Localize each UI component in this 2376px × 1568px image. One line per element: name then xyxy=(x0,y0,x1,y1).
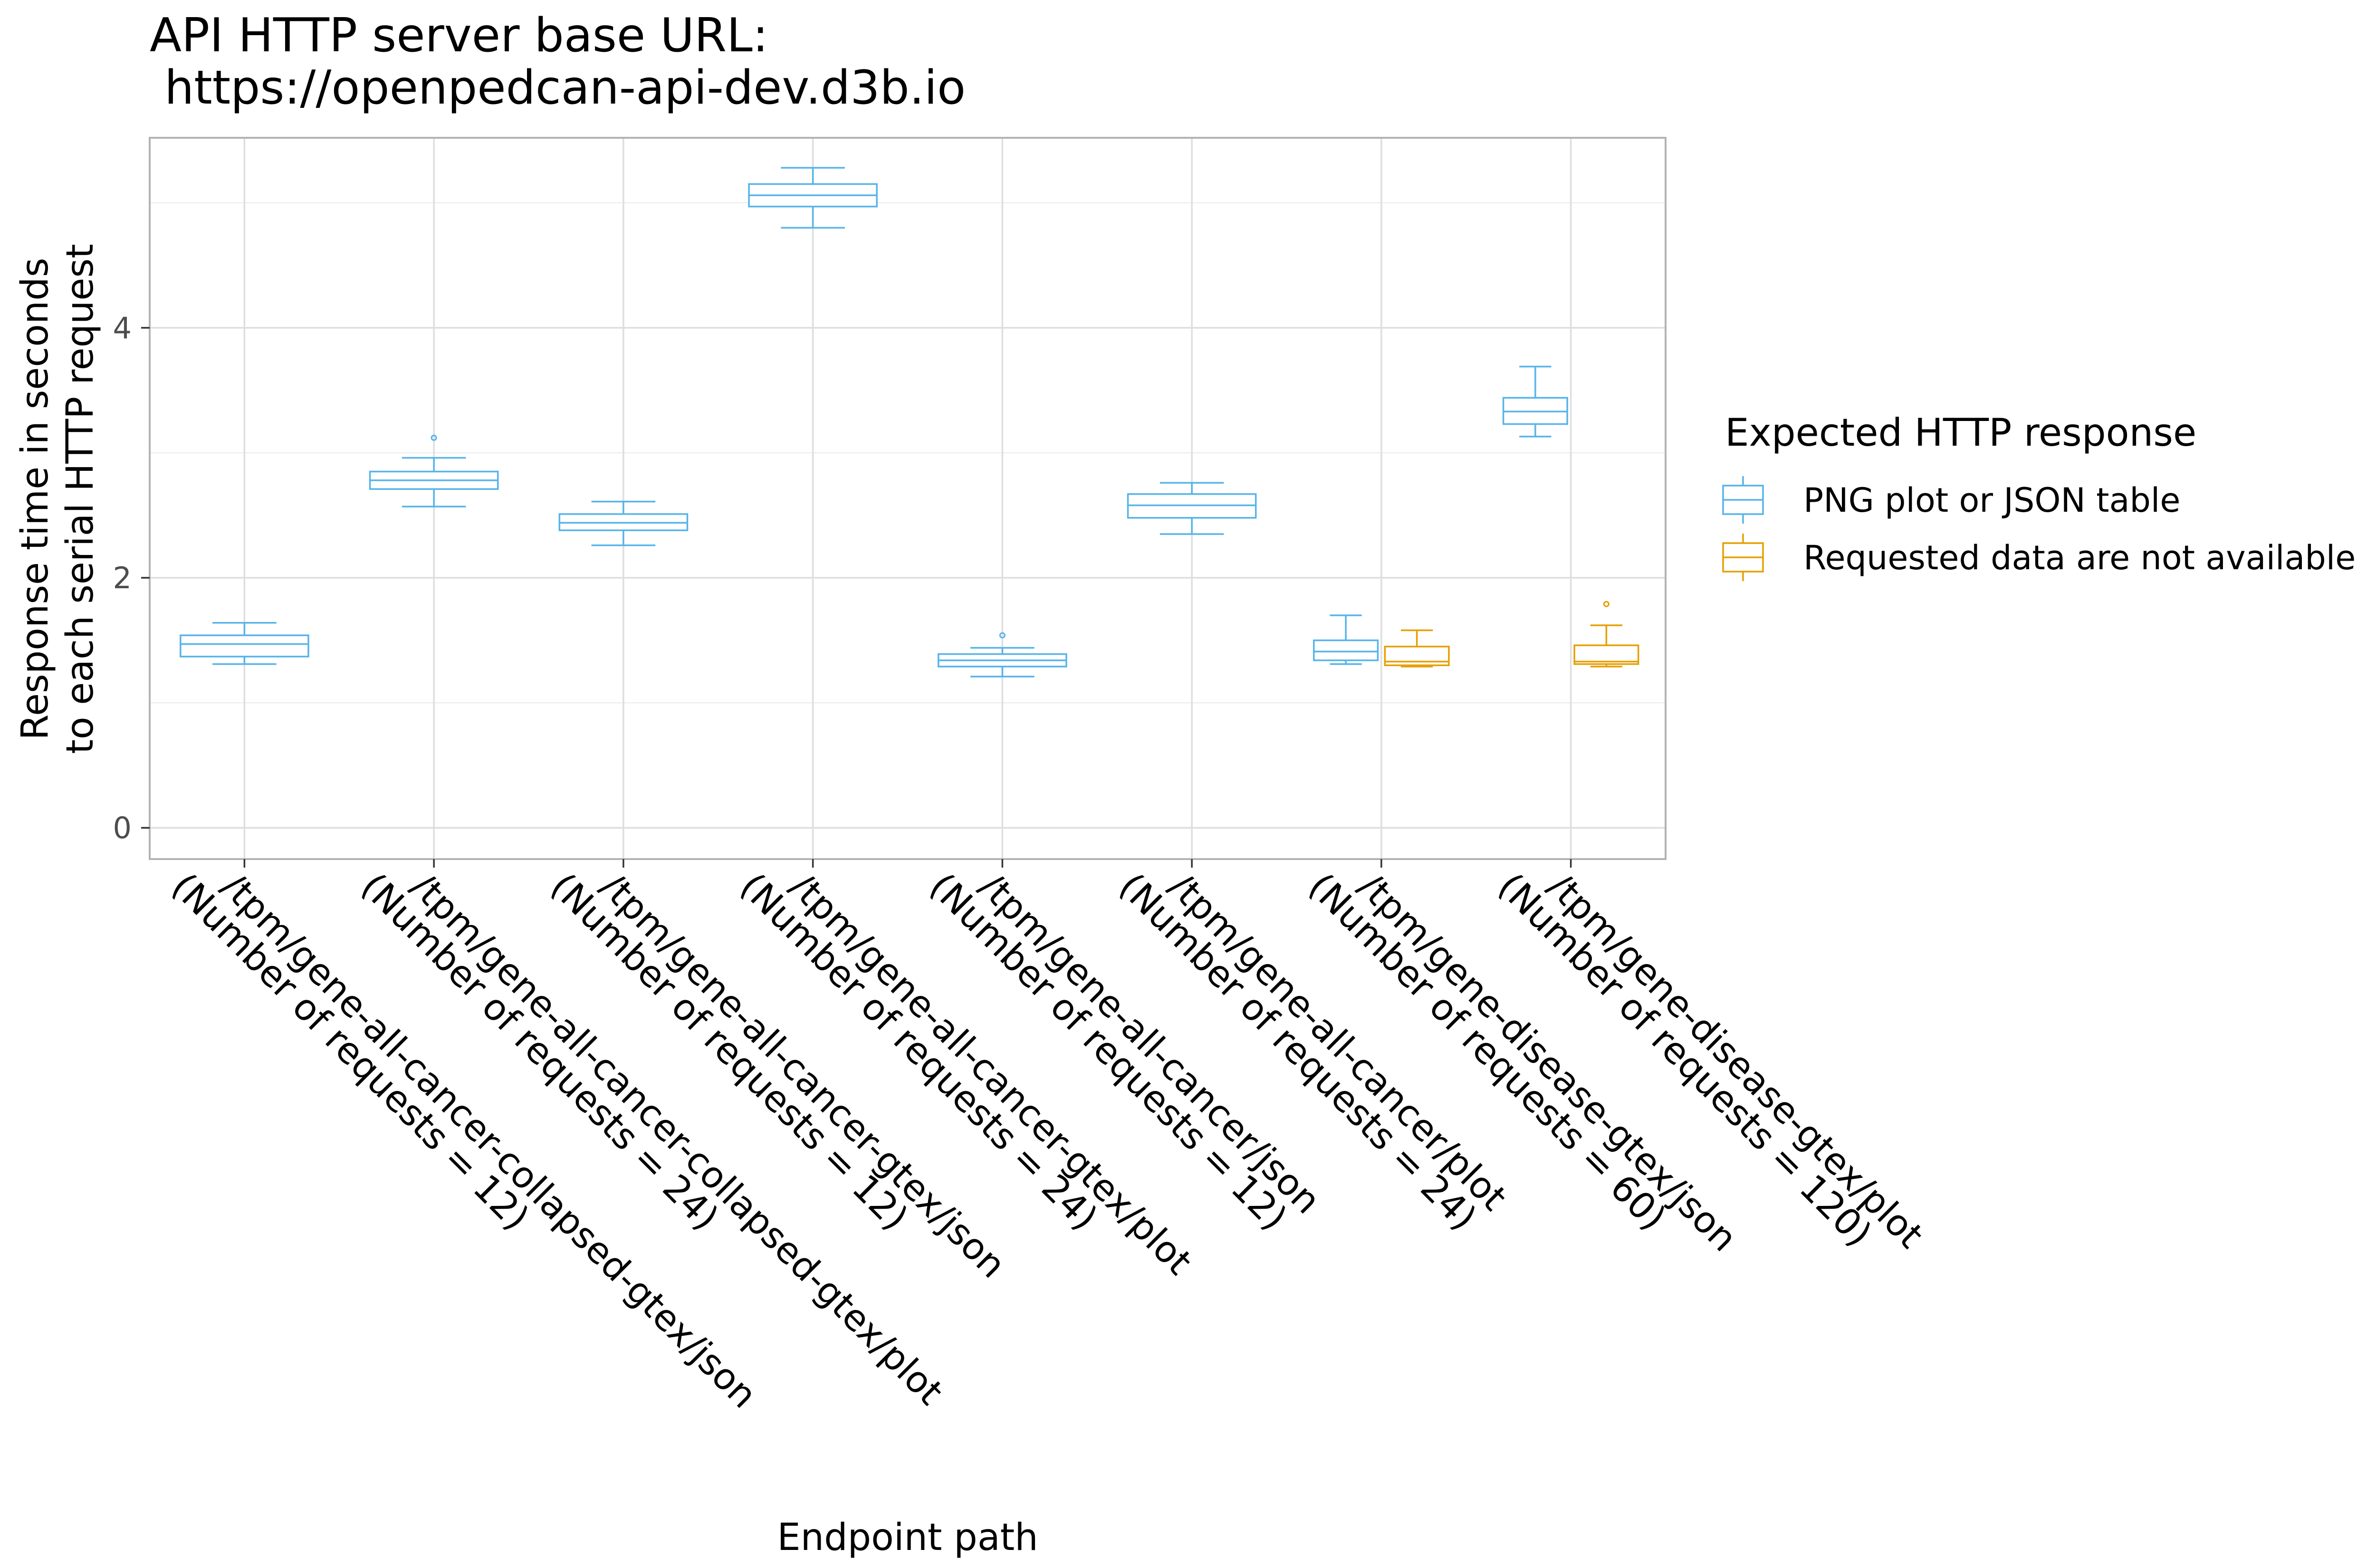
box-available-7 xyxy=(1502,365,1568,438)
gridlines xyxy=(150,138,1666,859)
chart-title-line-2: https://openpedcan-api-dev.d3b.io xyxy=(150,61,966,115)
legend-label-requested-data-not-available: Requested data are not available xyxy=(1803,538,2356,577)
plot-panel-border xyxy=(149,137,1667,860)
legend-key-png-plot-or-json-table xyxy=(1722,476,1764,524)
y-tick-label: 2 xyxy=(113,561,132,595)
plot-panel-background xyxy=(150,138,1666,859)
y-axis-title: Response time in seconds to each serial … xyxy=(14,244,102,754)
x-axis-title: Endpoint path xyxy=(777,1516,1038,1559)
box-iqr xyxy=(1313,639,1379,661)
y-axis: 0 2 4 xyxy=(113,311,150,845)
box-outlier xyxy=(1603,601,1610,607)
y-tick-label: 4 xyxy=(113,311,132,345)
box-available-0 xyxy=(180,622,309,665)
box-available-6 xyxy=(1313,614,1379,665)
box-iqr xyxy=(180,634,309,658)
box-available-5 xyxy=(1127,482,1257,535)
box-available-4 xyxy=(938,632,1067,678)
legend-key-requested-data-not-available xyxy=(1722,534,1764,581)
chart-title-line-1: API HTTP server base URL: xyxy=(150,9,768,63)
legend-title: Expected HTTP response xyxy=(1725,411,2196,455)
legend: Expected HTTP response PNG plot or JSON … xyxy=(1722,411,2356,581)
legend-keys xyxy=(1722,476,1764,581)
box-not-available-7 xyxy=(1573,601,1639,668)
box-marks xyxy=(180,167,1639,678)
y-tick-label: 0 xyxy=(113,811,132,845)
legend-label-png-plot-or-json-table: PNG plot or JSON table xyxy=(1803,481,2180,520)
box-available-1 xyxy=(369,434,499,507)
plot-panel xyxy=(149,137,1667,860)
box-iqr xyxy=(1384,646,1450,666)
y-axis-title-line-1: Response time in seconds xyxy=(14,258,57,740)
box-available-3 xyxy=(748,167,878,229)
box-not-available-6 xyxy=(1384,629,1450,668)
box-outlier xyxy=(999,632,1006,639)
box-outlier xyxy=(431,434,437,441)
box-available-2 xyxy=(558,500,689,546)
y-axis-title-line-2: to each serial HTTP request xyxy=(59,244,102,754)
